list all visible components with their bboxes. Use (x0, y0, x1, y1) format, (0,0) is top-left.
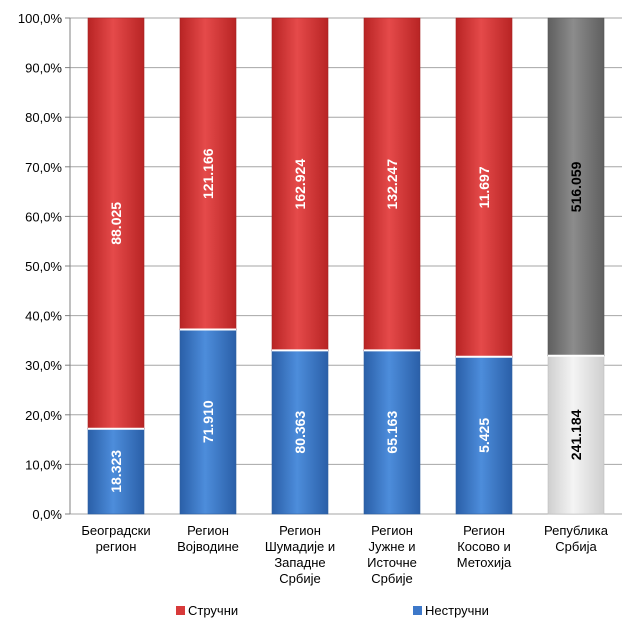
x-category-label: Регион Косово и Метохија (457, 523, 512, 570)
bar-segment-strucni (87, 17, 145, 429)
data-label-nestrucni: 80.363 (292, 411, 308, 454)
legend-swatch-strucni (176, 606, 185, 615)
data-label-nestrucni: 18.323 (108, 450, 124, 493)
legend-swatch-nestrucni (413, 606, 422, 615)
legend-label-nestrucni: Нестручни (425, 603, 489, 618)
data-label-strucni: 88.025 (108, 202, 124, 245)
bar-segment-strucni (363, 17, 421, 351)
x-category-label: Регион Војводине (177, 523, 239, 554)
y-tick-label: 80,0% (25, 110, 62, 125)
data-label-strucni: 162.924 (292, 159, 308, 210)
y-tick-label: 50,0% (25, 259, 62, 274)
y-axis: 0,0% 10,0% 20,0% 30,0% 40,0% 50,0% 60,0% 70,0% 8… (18, 11, 71, 522)
legend: Стручни Нестручни (176, 603, 489, 618)
y-tick-label: 0,0% (32, 507, 62, 522)
data-label-strucni: 132.247 (384, 159, 400, 210)
y-tick-label: 90,0% (25, 61, 62, 76)
data-label-nestrucni: 65.163 (384, 411, 400, 454)
category-labels: Београдски регион Регион Војводине Регион Шум… (81, 523, 608, 586)
data-label-nestrucni: 71.910 (200, 400, 216, 443)
data-label-nestrucni: 5.425 (476, 418, 492, 453)
data-label-nestrucni: 241.184 (568, 409, 584, 460)
y-tick-label: 100,0% (18, 11, 63, 26)
y-tick-label: 40,0% (25, 309, 62, 324)
y-tick-label: 20,0% (25, 408, 62, 423)
y-tick-label: 10,0% (25, 457, 62, 472)
bar-segment-nestrucni (363, 350, 421, 515)
x-category-label: Република Србија (544, 523, 609, 554)
bar-segment-nestrucni (87, 428, 145, 515)
x-category-label: Регион Шумадије и Западне Србије (265, 523, 335, 586)
y-tick-label: 60,0% (25, 209, 62, 224)
bar-segment-strucni (179, 17, 237, 330)
bar-segment-strucni (271, 17, 329, 351)
data-labels: 88.025 18.323 121.166 71.910 162.924 80.363 13… (108, 148, 584, 493)
x-category-label: Београдски регион (81, 523, 150, 554)
y-tick-label: 30,0% (25, 358, 62, 373)
data-label-strucni: 516.059 (568, 161, 584, 212)
grid-lines (70, 17, 622, 515)
bar-segment-nestrucni (547, 355, 605, 515)
data-label-strucni: 11.697 (476, 166, 492, 208)
legend-label-strucni: Стручни (188, 603, 238, 618)
bar-segment-nestrucni (179, 329, 237, 515)
x-category-label: Регион Јужне и Источне Србије (367, 523, 417, 586)
data-label-strucni: 121.166 (200, 148, 216, 199)
bar-segment-nestrucni (455, 356, 513, 515)
y-tick-label: 70,0% (25, 160, 62, 175)
bar-segment-nestrucni (271, 350, 329, 515)
bar-segment-strucni (547, 17, 605, 357)
bars (87, 17, 605, 515)
